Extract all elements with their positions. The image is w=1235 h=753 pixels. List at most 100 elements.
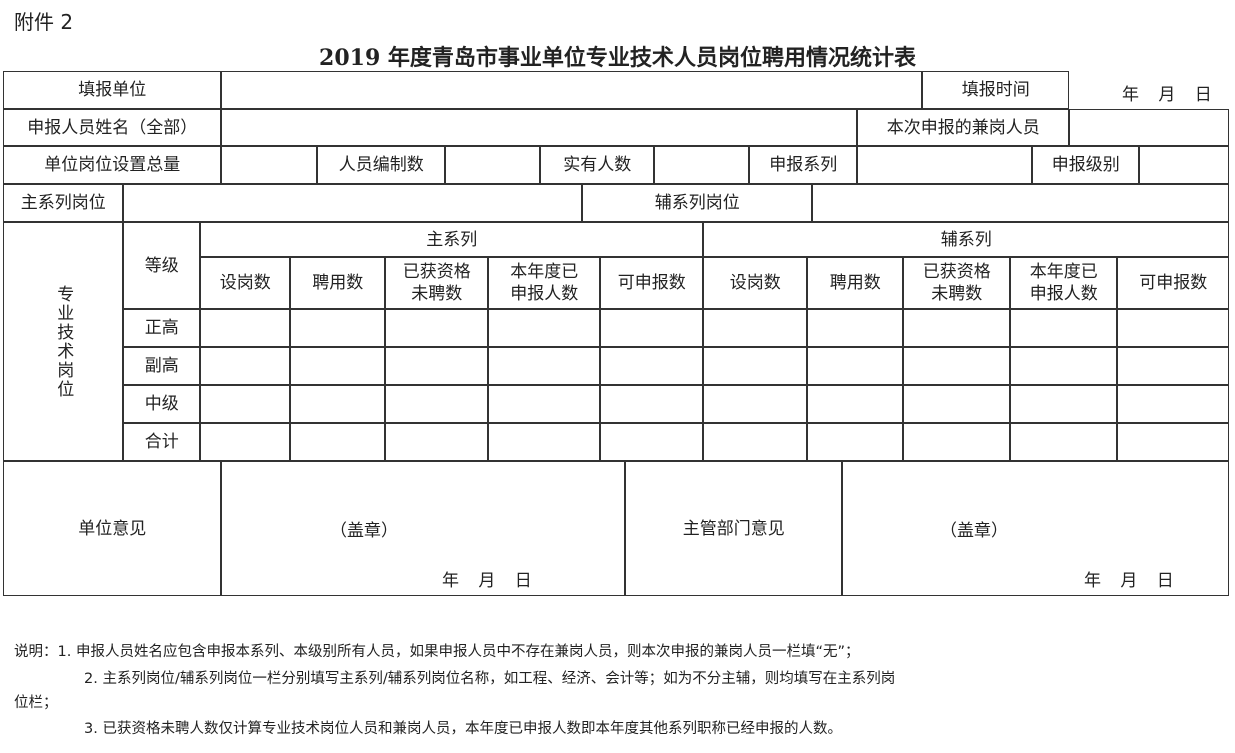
applicant-names-label: 申报人员姓名（全部） xyxy=(3,109,222,147)
level-header: 等级 xyxy=(123,222,201,310)
grid-cell[interactable] xyxy=(807,347,904,386)
apply-series-input[interactable] xyxy=(857,146,1033,185)
actual-staff-label: 实有人数 xyxy=(540,146,655,185)
main-series-header: 主系列 xyxy=(200,222,704,258)
part-time-staff-input[interactable] xyxy=(1069,109,1230,147)
grid-cell[interactable] xyxy=(1010,423,1118,462)
grid-cell[interactable] xyxy=(807,423,904,462)
column-header-main-1: 设岗数 xyxy=(200,257,291,310)
part-time-staff-label: 本次申报的兼岗人员 xyxy=(857,109,1070,147)
grid-cell[interactable] xyxy=(703,309,808,348)
grid-cell[interactable] xyxy=(385,423,489,462)
grid-cell[interactable] xyxy=(488,423,601,462)
grid-cell[interactable] xyxy=(807,385,904,424)
grid-cell[interactable] xyxy=(488,309,601,348)
staff-quota-input[interactable] xyxy=(445,146,541,185)
column-header-line: 本年度已 xyxy=(510,262,579,283)
column-header-aux-4: 本年度已 申报人数 xyxy=(1010,257,1118,310)
column-header-line: 设岗数 xyxy=(729,273,781,294)
grid-cell[interactable] xyxy=(200,347,291,386)
column-header-line: 本年度已 xyxy=(1029,262,1098,283)
column-header-line: 未聘数 xyxy=(411,284,463,305)
grid-cell[interactable] xyxy=(1117,309,1230,348)
column-header-line: 聘用数 xyxy=(829,273,881,294)
grid-cell[interactable] xyxy=(488,385,601,424)
main-series-post-label: 主系列岗位 xyxy=(3,184,124,223)
page-title: 2019 年度青岛市事业单位专业技术人员岗位聘用情况统计表 xyxy=(319,45,916,71)
grid-cell[interactable] xyxy=(1010,309,1118,348)
grid-cell[interactable] xyxy=(200,385,291,424)
column-header-main-2: 聘用数 xyxy=(290,257,386,310)
grid-cell[interactable] xyxy=(385,347,489,386)
grid-cell[interactable] xyxy=(600,385,704,424)
actual-staff-input[interactable] xyxy=(654,146,750,185)
side-label: 专业技术岗位 xyxy=(3,222,124,462)
unit-seal: （盖章） xyxy=(330,521,398,541)
column-header-line: 可申报数 xyxy=(1139,273,1208,294)
total-posts-label: 单位岗位设置总量 xyxy=(3,146,222,185)
dept-opinion-input[interactable] xyxy=(842,461,1230,597)
note-2-cont: 位栏； xyxy=(14,695,58,711)
grid-cell[interactable] xyxy=(1117,385,1230,424)
column-header-main-3: 已获资格 未聘数 xyxy=(385,257,489,310)
grid-cell[interactable] xyxy=(903,423,1011,462)
aux-series-post-input[interactable] xyxy=(812,184,1230,223)
column-header-aux-5: 可申报数 xyxy=(1117,257,1230,310)
grid-cell[interactable] xyxy=(1010,347,1118,386)
grid-cell[interactable] xyxy=(903,385,1011,424)
total-posts-input[interactable] xyxy=(221,146,318,185)
grid-cell[interactable] xyxy=(703,423,808,462)
fill-unit-label: 填报单位 xyxy=(3,71,222,110)
column-header-line: 已获资格 xyxy=(922,262,991,283)
aux-series-header: 辅系列 xyxy=(703,222,1230,258)
grid-cell[interactable] xyxy=(290,347,386,386)
grid-cell[interactable] xyxy=(903,309,1011,348)
apply-level-input[interactable] xyxy=(1139,146,1230,185)
grid-cell[interactable] xyxy=(290,385,386,424)
grid-cell[interactable] xyxy=(1117,423,1230,462)
staff-quota-label: 人员编制数 xyxy=(317,146,446,185)
grid-cell[interactable] xyxy=(1117,347,1230,386)
grid-cell[interactable] xyxy=(200,309,291,348)
note-3: 3. 已获资格未聘人数仅计算专业技术岗位人员和兼岗人员，本年度已申报人数即本年度… xyxy=(84,721,842,737)
grid-cell[interactable] xyxy=(600,423,704,462)
grid-cell[interactable] xyxy=(703,385,808,424)
grid-cell[interactable] xyxy=(290,309,386,348)
note-1: 说明：1. 申报人员姓名应包含申报本系列、本级别所有人员，如果申报人员中不存在兼… xyxy=(14,644,860,660)
grid-cell[interactable] xyxy=(703,347,808,386)
grid-cell[interactable] xyxy=(385,385,489,424)
main-series-post-input[interactable] xyxy=(123,184,583,223)
column-header-line: 未聘数 xyxy=(931,284,983,305)
column-header-line: 设岗数 xyxy=(219,273,271,294)
apply-series-label: 申报系列 xyxy=(749,146,858,185)
column-header-aux-2: 聘用数 xyxy=(807,257,904,310)
grid-cell[interactable] xyxy=(600,347,704,386)
grid-cell[interactable] xyxy=(903,347,1011,386)
column-header-line: 已获资格 xyxy=(402,262,471,283)
fill-unit-input[interactable] xyxy=(221,71,923,110)
column-header-main-5: 可申报数 xyxy=(600,257,704,310)
grid-cell[interactable] xyxy=(1010,385,1118,424)
dept-opinion-label: 主管部门意见 xyxy=(625,461,843,597)
unit-opinion-input[interactable] xyxy=(221,461,626,597)
attachment-label: 附件 2 xyxy=(14,10,74,34)
grid-cell[interactable] xyxy=(385,309,489,348)
unit-opinion-label: 单位意见 xyxy=(3,461,222,597)
column-header-line: 申报人数 xyxy=(510,284,579,305)
note-2: 2. 主系列岗位/辅系列岗位一栏分别填写主系列/辅系列岗位名称，如工程、经济、会… xyxy=(84,671,896,687)
grid-cell[interactable] xyxy=(600,309,704,348)
column-header-aux-1: 设岗数 xyxy=(703,257,808,310)
aux-series-post-label: 辅系列岗位 xyxy=(582,184,813,223)
unit-opinion-date: 年 月 日 xyxy=(442,571,532,591)
column-header-line: 申报人数 xyxy=(1029,284,1098,305)
grid-cell[interactable] xyxy=(807,309,904,348)
row-label-3: 中级 xyxy=(123,385,201,424)
grid-cell[interactable] xyxy=(290,423,386,462)
row-label-4: 合计 xyxy=(123,423,201,462)
grid-cell[interactable] xyxy=(200,423,291,462)
grid-cell[interactable] xyxy=(488,347,601,386)
dept-seal: （盖章） xyxy=(940,521,1008,541)
fill-time-date: 年 月 日 xyxy=(1122,85,1212,105)
applicant-names-input[interactable] xyxy=(221,109,858,147)
dept-opinion-date: 年 月 日 xyxy=(1084,571,1174,591)
